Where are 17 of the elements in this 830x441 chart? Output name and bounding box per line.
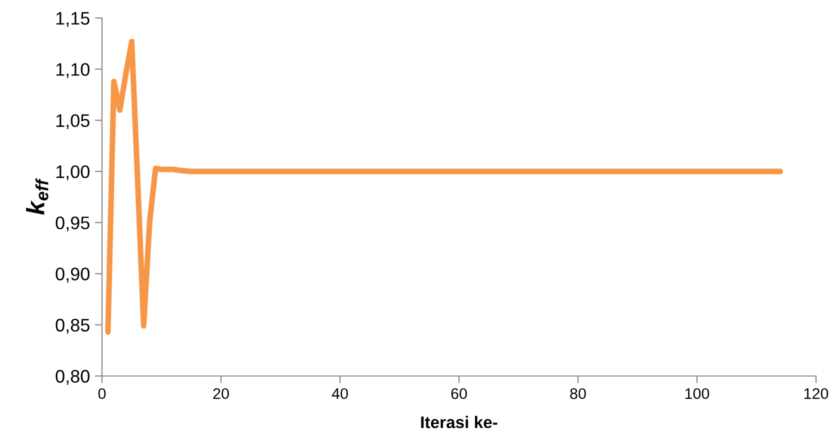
x-axis-title: Iterasi ke- [421, 416, 498, 428]
y-tick-label: 0,95 [56, 216, 90, 232]
y-tick-label: 0,85 [56, 318, 90, 334]
y-tick-label: 0,90 [56, 268, 90, 283]
y-axis-title: k$_{eff}$ [26, 178, 48, 215]
x-tick-label: 0 [98, 388, 106, 400]
x-tick-label: 100 [685, 388, 710, 400]
y-tick-label: 1,05 [56, 114, 90, 130]
x-tick-label: 20 [213, 388, 229, 400]
y-tick-label: 1,15 [56, 12, 90, 27]
y-tick-label: 1,10 [56, 63, 90, 78]
x-tick-label: 60 [451, 388, 467, 400]
x-tick-label: 80 [570, 388, 586, 400]
y-tick-label: 0,80 [56, 370, 90, 385]
x-tick-label: 40 [332, 388, 348, 400]
y-tick-label: 1,00 [56, 165, 90, 180]
x-tick-label: 120 [804, 388, 828, 400]
